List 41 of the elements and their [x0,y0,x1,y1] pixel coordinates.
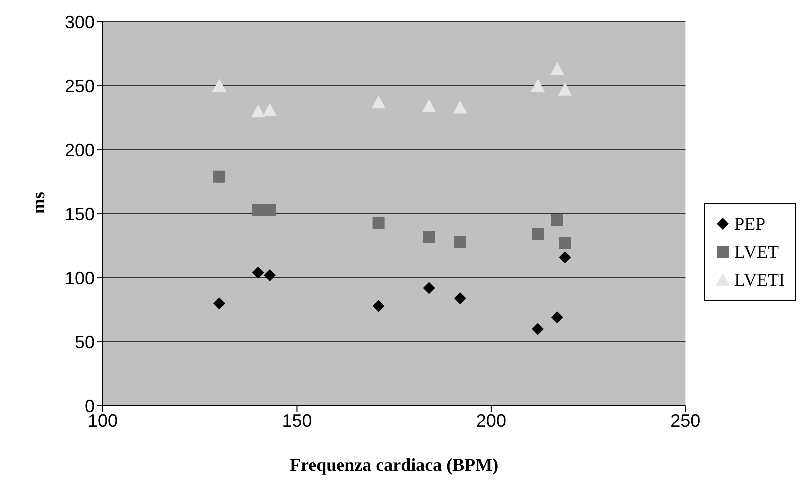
point [252,266,264,279]
y-axis-title: ms [28,192,48,214]
point [559,237,572,250]
point [263,103,278,116]
point [372,300,385,312]
point [423,231,436,244]
legend-label: LVETI [734,269,785,292]
point [251,104,266,118]
point [372,96,386,109]
point [252,204,264,216]
point [532,323,544,336]
y-tick-label: 100 [64,268,95,288]
y-tick-label: 250 [64,76,95,96]
x-tick-label: 150 [282,410,312,431]
point [551,214,564,226]
point [454,236,466,248]
point [454,292,466,304]
point [214,170,226,183]
y-tick-label: 300 [64,12,95,32]
legend-label: LVET [734,241,780,264]
point [372,216,385,229]
x-tick-label: 200 [476,410,506,431]
point [558,82,572,96]
point [214,298,226,310]
point [559,252,572,264]
y-tick-label: 200 [64,140,95,160]
point [423,282,436,294]
point [531,79,546,92]
point [532,228,544,240]
x-axis-title: Frequenza cardiaca (BPM) [290,455,499,475]
y-tick-label: 150 [64,204,95,224]
x-tick-label: 250 [670,410,701,431]
point [264,269,276,282]
point [453,100,468,114]
point [212,79,227,92]
point [551,312,564,324]
point [550,62,564,76]
legend-label: PEP [734,213,766,236]
point [422,99,436,112]
y-tick-label: 50 [74,332,95,352]
point [264,204,276,216]
